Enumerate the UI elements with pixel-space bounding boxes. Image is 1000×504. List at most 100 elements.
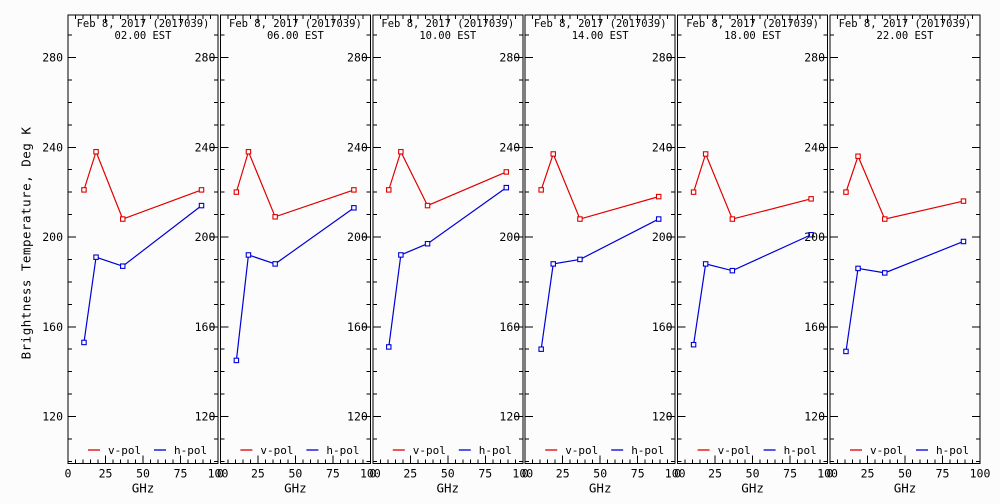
legend-vpol-label: v-pol <box>718 444 751 457</box>
data-point-v-pol <box>690 189 697 195</box>
panel-2200: 120 160 200 240 280 0 25 50 75 100 GHz Feb 8, 2017 … <box>804 14 991 496</box>
panel-1400: 120 160 200 240 280 0 25 50 75 100 GHz Feb 8, 2017 … <box>499 14 686 496</box>
x-tick-label: 0 <box>522 467 529 481</box>
y-tick-label: 240 <box>499 140 520 154</box>
data-point-v-pol <box>577 216 583 222</box>
y-axis-title: Brightness Temperature, Deg K <box>18 126 34 360</box>
x-axis-label: GHz <box>894 481 917 496</box>
data-point-v-pol <box>198 187 205 193</box>
x-tick-label: 50 <box>593 467 607 481</box>
x-tick-label: 100 <box>970 467 991 481</box>
data-point-v-pol <box>233 189 240 195</box>
x-axis-label: GHz <box>284 481 307 496</box>
x-axis-label: GHz <box>437 481 460 496</box>
y-tick-label: 280 <box>499 51 520 65</box>
panel-1800: 120 160 200 240 280 0 25 50 75 100 GHz Feb 8, 2017 … <box>652 14 838 496</box>
y-tick-label: 160 <box>347 320 368 334</box>
y-tick-label: 280 <box>195 51 216 65</box>
x-tick-label: 25 <box>708 467 722 481</box>
data-point-v-pol <box>272 214 278 220</box>
x-tick-label: 75 <box>936 467 950 481</box>
x-tick-label: 100 <box>665 467 686 481</box>
series-line-h-pol <box>235 207 355 361</box>
legend-vpol-label: v-pol <box>260 444 293 457</box>
data-point-v-pol <box>386 187 392 193</box>
panel-frame <box>829 14 981 464</box>
x-axis-label: GHz <box>589 481 612 496</box>
data-point-v-pol <box>538 187 544 193</box>
y-tick-label: 240 <box>42 140 63 154</box>
data-point-v-pol <box>843 189 849 195</box>
data-point-v-pol <box>808 196 814 202</box>
panel-title-time: 18.00 EST <box>724 30 782 42</box>
legend-vpol-label: v-pol <box>108 444 141 457</box>
panel-title-date: Feb 8, 2017 (2017039) <box>534 18 667 30</box>
x-axis-label: GHz <box>132 481 155 496</box>
y-tick-label: 120 <box>652 410 673 424</box>
x-tick-label: 75 <box>478 467 492 481</box>
legend-hpol-label: h-pol <box>936 444 969 457</box>
data-point-h-pol <box>120 263 126 269</box>
panel-title-time: 10.00 EST <box>419 30 477 42</box>
series-line-h-pol <box>845 240 964 352</box>
legend-hpol-label: h-pol <box>174 444 207 457</box>
x-tick-label: 100 <box>360 467 381 481</box>
data-point-h-pol <box>843 348 849 355</box>
y-tick-label: 200 <box>195 230 216 244</box>
data-point-v-pol <box>351 187 357 193</box>
data-point-h-pol <box>424 240 431 247</box>
y-tick-label: 280 <box>804 51 825 65</box>
x-tick-label: 50 <box>898 467 912 481</box>
y-tick-label: 120 <box>499 410 520 424</box>
data-point-v-pol <box>550 151 556 157</box>
series-line-v-pol <box>388 150 507 207</box>
panel-title-date: Feb 8, 2017 (2017039) <box>229 18 362 30</box>
panel-title-date: Feb 8, 2017 (2017039) <box>381 18 514 30</box>
x-tick-label: 100 <box>817 467 838 481</box>
panel-title-time: 22.00 EST <box>877 30 935 42</box>
data-point-v-pol <box>398 148 404 155</box>
legend-vpol-label: v-pol <box>413 444 446 457</box>
panel-title-time: 14.00 EST <box>572 30 630 42</box>
data-point-h-pol <box>503 184 510 191</box>
legend-vpol-label: v-pol <box>870 444 903 457</box>
panel-0200: 120 160 200 240 280 0 25 50 75 100 GHz Feb 8, 2017 … <box>42 14 228 496</box>
y-tick-label: 240 <box>652 140 673 154</box>
data-point-h-pol <box>93 254 99 260</box>
x-axis-label: GHz <box>741 481 764 496</box>
data-point-h-pol <box>577 256 583 263</box>
x-tick-label: 75 <box>631 467 645 481</box>
panel-title-time: 02.00 EST <box>115 30 173 42</box>
legend-hpol-label: h-pol <box>479 444 512 457</box>
legend-hpol-label: h-pol <box>784 444 817 457</box>
y-tick-label: 120 <box>195 410 216 424</box>
series-line-v-pol <box>845 154 964 220</box>
y-tick-label: 160 <box>652 320 673 334</box>
data-point-h-pol <box>855 265 861 272</box>
series-line-h-pol <box>388 187 507 348</box>
series-line-h-pol <box>540 218 659 350</box>
x-tick-label: 0 <box>827 467 834 481</box>
data-point-v-pol <box>245 148 252 155</box>
data-point-h-pol <box>245 252 252 258</box>
data-point-v-pol <box>881 216 888 222</box>
y-tick-label: 120 <box>804 410 825 424</box>
x-tick-label: 25 <box>251 467 265 481</box>
data-point-h-pol <box>808 232 814 238</box>
series-line-h-pol <box>83 205 202 343</box>
data-point-v-pol <box>503 169 510 175</box>
data-point-h-pol <box>960 238 967 245</box>
data-point-h-pol <box>881 270 888 276</box>
data-point-v-pol <box>960 198 967 204</box>
series-line-v-pol <box>693 152 812 220</box>
series-line-v-pol <box>235 149 355 218</box>
y-tick-label: 160 <box>195 320 216 334</box>
data-point-h-pol <box>729 267 736 274</box>
x-tick-label: 50 <box>746 467 760 481</box>
y-tick-label: 160 <box>804 320 825 334</box>
data-point-h-pol <box>690 341 697 348</box>
data-point-h-pol <box>233 357 240 364</box>
x-tick-label: 25 <box>861 467 875 481</box>
